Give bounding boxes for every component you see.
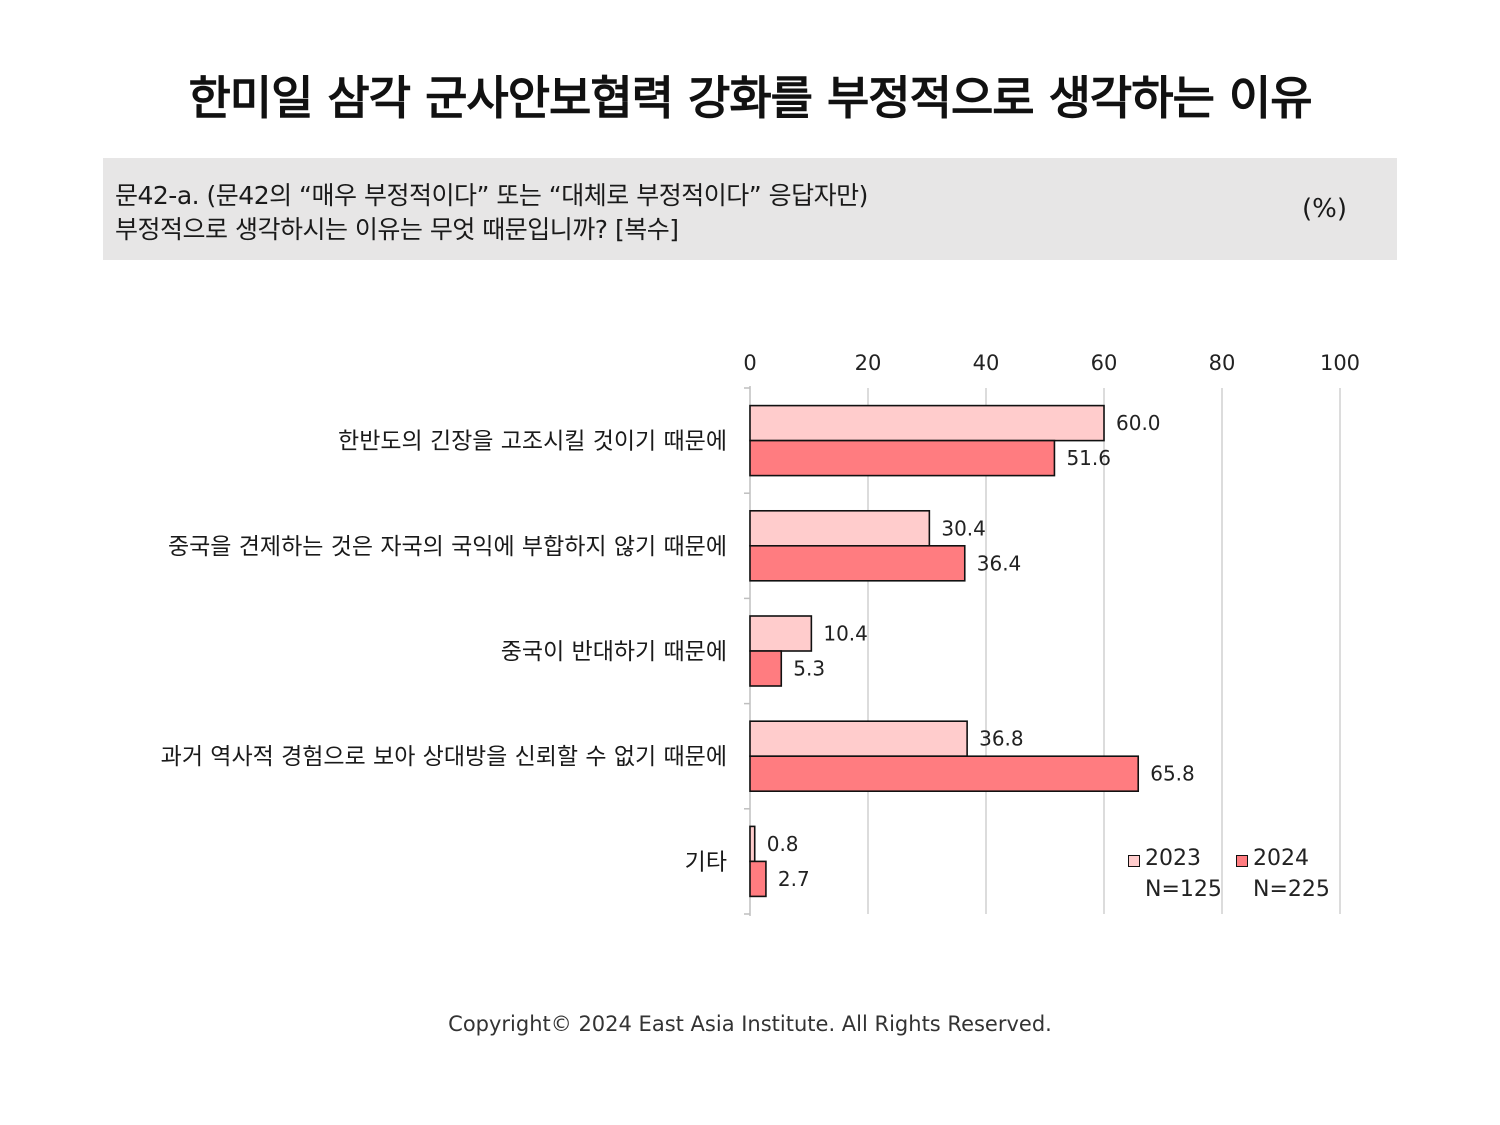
question-line-2: 부정적으로 생각하시는 이유는 무엇 때문입니까? [복수] bbox=[115, 215, 679, 244]
data-label: 0.8 bbox=[767, 832, 799, 856]
question-line-1: 문42-a. (문42의 “매우 부정적이다” 또는 “대체로 부정적이다” 응… bbox=[115, 181, 868, 210]
x-tick-label: 0 bbox=[743, 351, 756, 375]
category-label: 중국이 반대하기 때문에 bbox=[501, 639, 727, 665]
legend-swatch-2023 bbox=[1128, 855, 1140, 867]
x-tick-label: 80 bbox=[1209, 351, 1236, 375]
bar-2023 bbox=[749, 404, 1105, 442]
data-label: 36.4 bbox=[977, 551, 1022, 575]
data-label: 60.0 bbox=[1116, 411, 1161, 435]
data-label: 30.4 bbox=[941, 516, 986, 540]
copyright-footer: Copyright© 2024 East Asia Institute. All… bbox=[448, 1012, 1052, 1036]
bar-2023 bbox=[749, 615, 813, 652]
bar-2023 bbox=[749, 509, 931, 547]
x-tick-label: 40 bbox=[973, 351, 1000, 375]
category-label: 과거 역사적 경험으로 보아 상대방을 신뢰할 수 없기 때문에 bbox=[161, 744, 727, 770]
x-tick-label: 60 bbox=[1091, 351, 1118, 375]
bar-2024 bbox=[749, 755, 1140, 793]
legend-sample-2024: N=225 bbox=[1253, 877, 1330, 902]
legend-swatch-2024 bbox=[1236, 855, 1248, 867]
x-tick-label: 100 bbox=[1320, 351, 1360, 375]
data-label: 51.6 bbox=[1066, 446, 1111, 470]
legend-label-2024: 2024 bbox=[1253, 846, 1309, 871]
x-tick-label: 20 bbox=[855, 351, 882, 375]
bar-2024 bbox=[749, 650, 783, 687]
legend-sample-2023: N=125 bbox=[1145, 877, 1222, 902]
chart-title: 한미일 삼각 군사안보협력 강화를 부정적으로 생각하는 이유 bbox=[188, 71, 1312, 125]
data-label: 36.8 bbox=[979, 727, 1024, 751]
category-label: 한반도의 긴장을 고조시킬 것이기 때문에 bbox=[338, 429, 727, 455]
bar-2023 bbox=[749, 825, 756, 863]
data-label: 5.3 bbox=[793, 657, 825, 681]
data-label: 10.4 bbox=[823, 622, 868, 646]
category-label: 기타 bbox=[685, 849, 727, 875]
category-label: 중국을 견제하는 것은 자국의 국익에 부합하지 않기 때문에 bbox=[168, 534, 727, 560]
unit-label: (%) bbox=[1302, 194, 1347, 224]
question-box: 문42-a. (문42의 “매우 부정적이다” 또는 “대체로 부정적이다” 응… bbox=[103, 158, 1397, 260]
bar-2024 bbox=[749, 544, 966, 582]
bar-2023 bbox=[749, 720, 968, 758]
bar-2024 bbox=[749, 439, 1056, 477]
data-label: 2.7 bbox=[778, 867, 810, 891]
bar-2024 bbox=[749, 860, 767, 898]
data-label: 65.8 bbox=[1150, 762, 1195, 786]
legend-label-2023: 2023 bbox=[1145, 846, 1201, 871]
